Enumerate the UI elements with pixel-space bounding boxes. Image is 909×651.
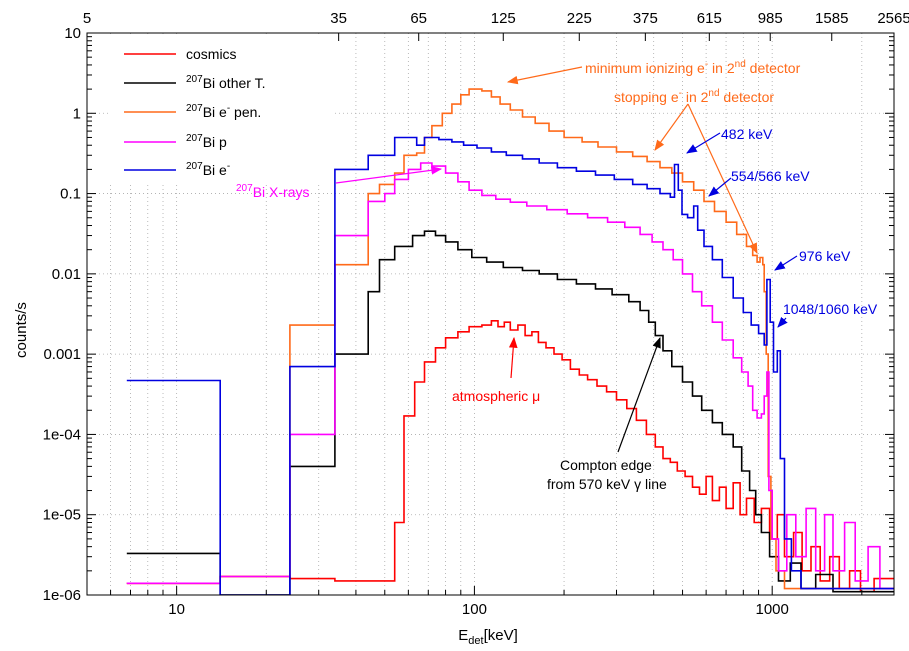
- arrow-482kev: [686, 132, 721, 154]
- arrow-554kev: [708, 177, 732, 197]
- annotations: minimum ionizing e- in 2nd detector stop…: [236, 59, 878, 492]
- y-tick-label: 1e-04: [43, 426, 81, 443]
- tick-labels: 10 100 1000 5 35 65 125 225 375 615 985 1585 2565 1e-…: [43, 10, 909, 618]
- annotation-min-ionizing-t2: in 2: [708, 60, 735, 76]
- legend-label-bi-other-main: Bi other T.: [203, 75, 266, 91]
- legend: cosmics 207Bi other T. 207Bi e- pen. 207…: [108, 37, 334, 185]
- x2-tick-label: 2565: [877, 10, 909, 27]
- series-cosmics: [126, 320, 894, 593]
- annotation-976kev: 976 keV: [799, 248, 851, 264]
- arrow-min-ionizing: [506, 66, 583, 85]
- arrow-976kev: [774, 255, 798, 271]
- series-bi-p: [126, 162, 894, 590]
- x-axis-label-sub: det: [468, 635, 483, 647]
- arrow-compton: [617, 336, 661, 453]
- x-tick-label: 10: [168, 601, 185, 618]
- annotation-xrays-main: Bi X-rays: [253, 184, 310, 200]
- legend-background: [108, 37, 334, 185]
- annotation-stopping-sup2: nd: [708, 88, 719, 99]
- y-tick-label: 0.01: [52, 266, 81, 283]
- arrow-stopping-right: [687, 103, 758, 254]
- x2-tick-label: 615: [697, 10, 722, 27]
- y-tick-label: 1e-05: [43, 507, 81, 524]
- legend-label-bi-e: 207Bi e-: [186, 161, 230, 178]
- legend-label-bi-e-main: Bi e: [203, 162, 227, 178]
- legend-label-bi-e-pen-sup: 207: [186, 103, 203, 114]
- legend-label-bi-e-pen: 207Bi e- pen.: [186, 103, 261, 120]
- legend-label-bi-e-pen-main: Bi e: [203, 104, 227, 120]
- legend-label-bi-e-sup: 207: [186, 161, 203, 172]
- annotation-stopping-t2: in 2: [682, 89, 709, 105]
- x-axis-label: Edet[keV]: [458, 627, 518, 647]
- legend-label-cosmics: cosmics: [186, 46, 237, 62]
- x2-tick-label: 985: [758, 10, 783, 27]
- legend-label-bi-p-main: Bi p: [203, 134, 227, 150]
- legend-label-bi-e-pen-tail: pen.: [230, 104, 261, 120]
- series-bi-e-pen: [126, 88, 894, 590]
- arrow-muon: [508, 336, 518, 379]
- annotation-muon: atmospheric μ: [452, 388, 540, 404]
- annotation-arrows: [335, 66, 798, 453]
- annotation-min-ionizing-t1: minimum ionizing e: [585, 60, 705, 76]
- axis-ticks: [86, 32, 895, 596]
- annotation-554kev: 554/566 keV: [731, 168, 810, 184]
- annotation-min-ionizing-sup2: nd: [735, 59, 746, 70]
- annotation-482kev: 482 keV: [721, 126, 773, 142]
- x2-tick-label: 65: [410, 10, 427, 27]
- legend-label-bi-other-sup: 207: [186, 74, 203, 85]
- x-tick-label: 100: [462, 601, 487, 618]
- x2-tick-label: 375: [633, 10, 658, 27]
- annotation-stopping-sup1: -: [679, 88, 682, 99]
- y-axis-label: counts/s: [13, 302, 30, 358]
- x2-tick-label: 225: [567, 10, 592, 27]
- legend-label-bi-p: 207Bi p: [186, 133, 227, 150]
- x2-tick-label: 5: [83, 10, 91, 27]
- x-tick-label: 1000: [755, 601, 788, 618]
- series-lines: [126, 88, 894, 595]
- arrow-1048kev: [777, 316, 788, 328]
- annotation-xrays: 207Bi X-rays: [236, 183, 309, 200]
- annotation-min-ionizing: minimum ionizing e- in 2nd detector: [585, 59, 801, 76]
- legend-label-bi-p-sup: 207: [186, 133, 203, 144]
- series-bi-other: [126, 230, 894, 595]
- legend-label-bi-e-sup2: -: [227, 161, 230, 172]
- legend-label-bi-other: 207Bi other T.: [186, 74, 265, 91]
- series-bi-e: [126, 136, 894, 595]
- annotation-stopping-t1: stopping e: [614, 89, 679, 105]
- annotation-1048kev: 1048/1060 keV: [783, 301, 878, 317]
- y-tick-label: 10: [64, 25, 81, 42]
- annotation-stopping-t3: detector: [720, 89, 775, 105]
- y-tick-label: 1: [73, 105, 81, 122]
- x2-tick-label: 35: [330, 10, 347, 27]
- annotation-compton-1: Compton edge: [560, 457, 652, 473]
- plot-frame: [86, 32, 895, 596]
- x2-tick-label: 125: [491, 10, 516, 27]
- annotation-min-ionizing-t3: detector: [746, 60, 801, 76]
- y-tick-label: 0.1: [60, 186, 81, 203]
- legend-label-bi-e-pen-sup2: -: [227, 103, 230, 114]
- arrow-stopping-left: [654, 103, 689, 151]
- y-tick-label: 1e-06: [43, 587, 81, 604]
- arrow-xrays: [335, 166, 443, 184]
- annotation-stopping: stopping e- in 2nd detector: [614, 88, 774, 105]
- y-tick-label: 0.001: [43, 346, 81, 363]
- x-axis-label-main: E: [458, 627, 468, 644]
- annotation-compton-2: from 570 keV γ line: [547, 476, 667, 492]
- x2-tick-label: 1585: [815, 10, 848, 27]
- annotation-xrays-sup: 207: [236, 183, 253, 194]
- x-axis-label-unit: [keV]: [484, 627, 518, 644]
- annotation-min-ionizing-sup1: -: [705, 59, 708, 70]
